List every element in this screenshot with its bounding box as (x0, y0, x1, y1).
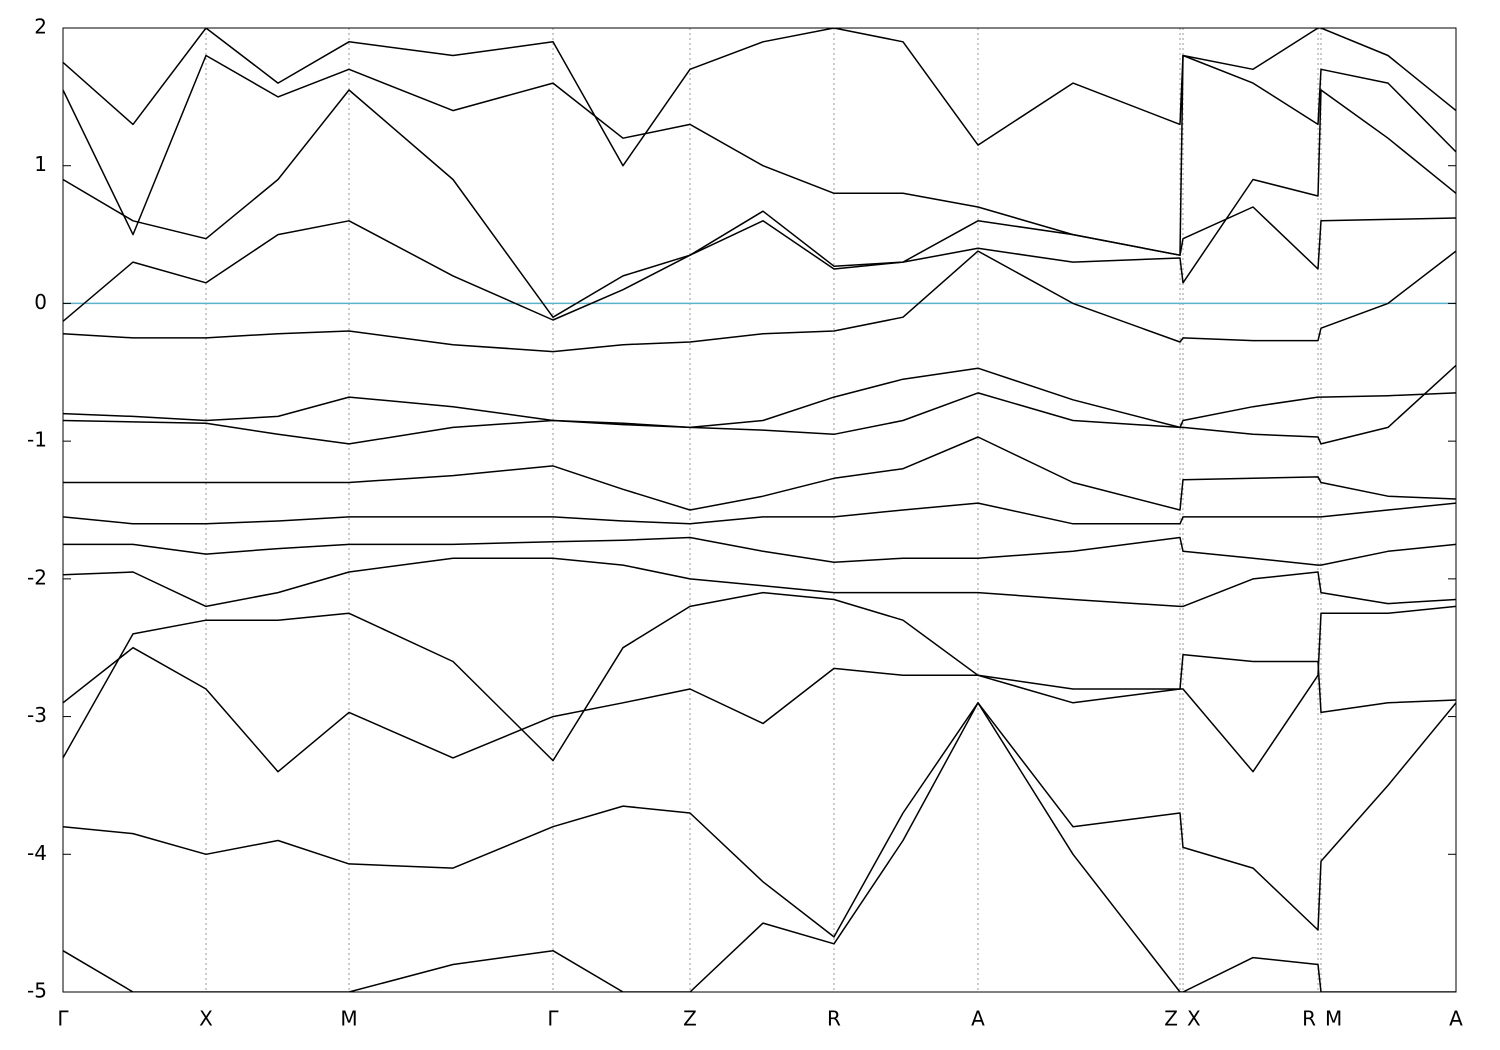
band-line (63, 502, 1456, 525)
band-line (63, 646, 1456, 773)
x-tick-label: X (1187, 1007, 1201, 1031)
band-line (63, 364, 1456, 445)
x-tick-label: Γ (57, 1007, 69, 1031)
x-tick-label: A (971, 1007, 985, 1031)
y-tick-label: -5 (27, 979, 47, 1003)
x-tick-label: R (1302, 1007, 1316, 1031)
bands-layer (63, 28, 1456, 992)
grid-layer (62, 28, 1457, 992)
x-tick-label: X (199, 1007, 213, 1031)
y-tick-label: 1 (34, 152, 47, 176)
band-line (63, 591, 1456, 773)
x-tick-label: Z (1164, 1007, 1178, 1031)
plot-frame (62, 27, 1457, 993)
y-tick-label: 2 (34, 15, 47, 39)
band-line (63, 250, 1456, 353)
band-line (63, 557, 1456, 608)
y-tick-label: 0 (34, 290, 47, 314)
y-tick-label: -1 (27, 428, 47, 452)
x-tick-label: R (827, 1007, 841, 1031)
band-line (63, 89, 1456, 318)
x-tick-label: Γ (547, 1007, 559, 1031)
band-line (63, 436, 1456, 511)
x-tick-label: M (1325, 1007, 1342, 1031)
band-line (63, 702, 1456, 938)
x-tick-label: A (1449, 1007, 1463, 1031)
band-line (63, 536, 1456, 566)
y-tick-label: -4 (27, 841, 47, 865)
band-line (63, 54, 1456, 256)
y-tick-label: -3 (27, 703, 47, 727)
y-tick-label: -2 (27, 565, 47, 589)
x-tick-label: M (340, 1007, 357, 1031)
band-line (63, 89, 1456, 322)
band-line (63, 367, 1456, 429)
band-line (63, 702, 1456, 992)
x-tick-label: Z (683, 1007, 697, 1031)
band-line (63, 28, 1456, 167)
